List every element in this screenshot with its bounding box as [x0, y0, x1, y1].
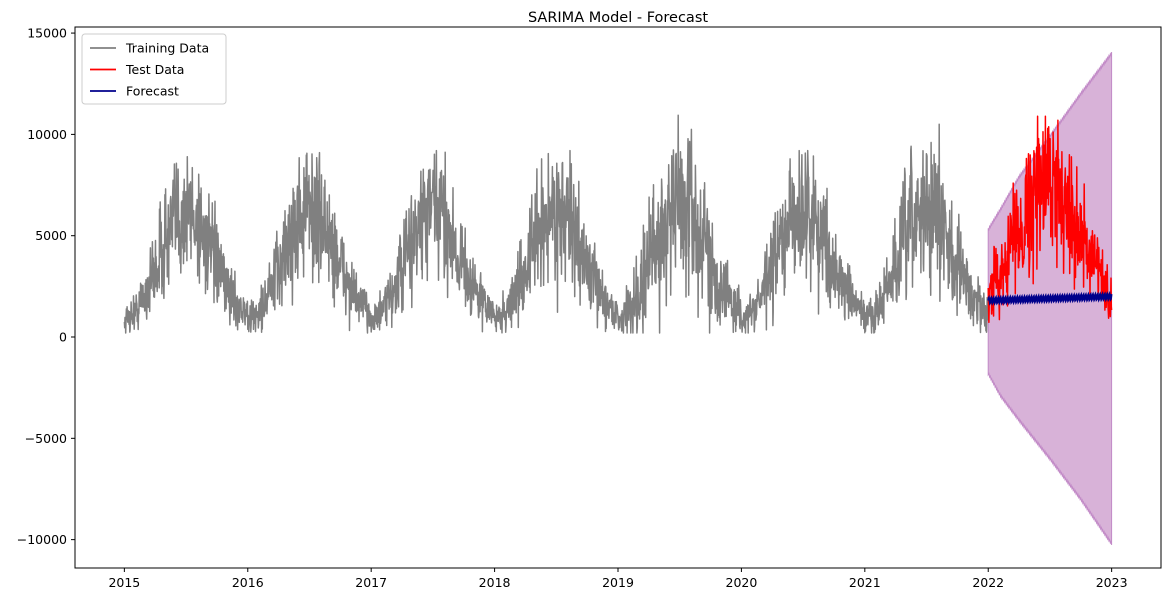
x-tick-label: 2023	[1096, 575, 1128, 590]
x-tick-label: 2018	[479, 575, 511, 590]
legend-label: Training Data	[125, 41, 209, 56]
y-axis: −10000 −5000 0 5000 10000 15000	[17, 26, 75, 547]
y-tick-label: 10000	[27, 127, 67, 142]
y-tick-label: −5000	[25, 431, 67, 446]
x-tick-label: 2019	[602, 575, 634, 590]
x-tick-label: 2015	[108, 575, 140, 590]
legend-label: Forecast	[126, 84, 179, 99]
y-tick-label: 0	[59, 330, 67, 345]
legend: Training Data Test Data Forecast	[81, 33, 227, 105]
y-tick-label: 5000	[35, 228, 67, 243]
x-tick-label: 2016	[232, 575, 264, 590]
x-tick-label: 2022	[972, 575, 1004, 590]
chart-title: SARIMA Model - Forecast	[528, 10, 708, 26]
y-tick-label: −10000	[17, 532, 67, 547]
training-data-line	[123, 114, 989, 334]
x-axis: 2015 2016 2017 2018 2019 2020 2021 2022 2023	[108, 568, 1128, 590]
y-tick-label: 15000	[27, 26, 67, 41]
legend-label: Test Data	[125, 62, 184, 77]
forecast-line	[987, 290, 1113, 307]
x-tick-label: 2021	[849, 575, 881, 590]
plot-area	[123, 52, 1113, 545]
test-data-line	[987, 115, 1113, 324]
legend-box	[81, 33, 227, 105]
x-tick-label: 2020	[726, 575, 758, 590]
x-tick-label: 2017	[355, 575, 387, 590]
